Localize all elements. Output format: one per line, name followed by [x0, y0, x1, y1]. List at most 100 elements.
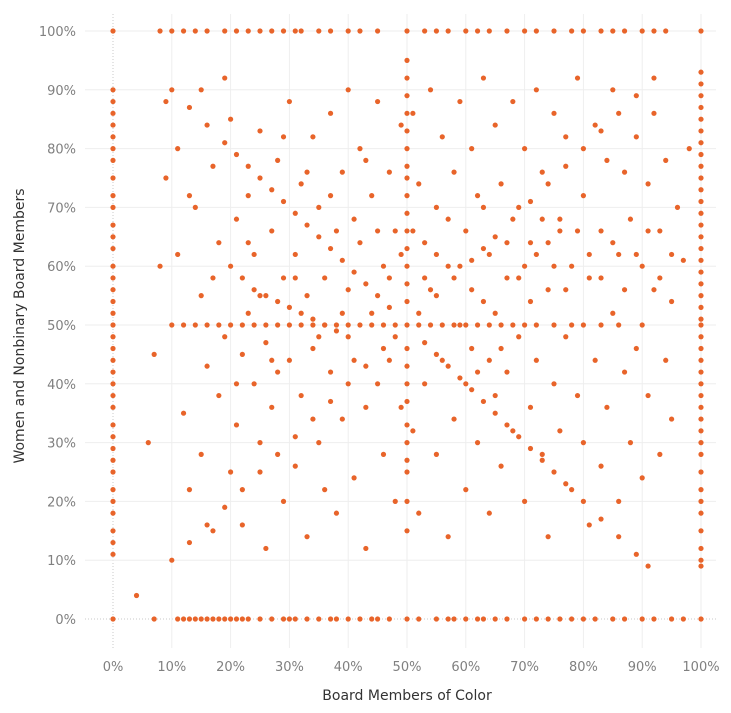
data-point — [469, 287, 475, 293]
data-point — [269, 616, 275, 622]
data-point — [404, 498, 410, 504]
data-point — [480, 245, 487, 252]
data-point — [233, 422, 240, 428]
data-point — [698, 293, 704, 299]
data-point — [433, 451, 439, 457]
data-point — [245, 163, 251, 169]
data-point — [698, 528, 704, 534]
data-point — [498, 181, 504, 187]
data-point — [621, 28, 628, 34]
data-point — [110, 146, 116, 152]
data-point — [233, 151, 240, 158]
data-point — [280, 198, 287, 205]
data-point — [698, 245, 704, 252]
data-point — [275, 451, 281, 457]
data-point — [510, 322, 516, 328]
data-point — [404, 193, 410, 199]
data-point — [222, 616, 228, 622]
data-point — [210, 616, 216, 622]
data-point — [445, 534, 451, 540]
data-point — [386, 169, 392, 175]
data-point — [110, 298, 116, 305]
data-point — [498, 322, 504, 328]
data-point — [245, 616, 251, 622]
data-point — [486, 322, 492, 328]
data-point — [616, 110, 622, 116]
data-point — [480, 616, 487, 622]
data-point — [375, 616, 381, 622]
data-point — [304, 222, 310, 228]
data-point — [245, 28, 251, 34]
data-point — [404, 363, 410, 369]
data-point — [698, 163, 704, 169]
data-point — [522, 616, 528, 622]
data-point — [457, 375, 463, 381]
x-tick-label: 30% — [275, 660, 304, 675]
data-point — [363, 363, 369, 369]
data-point — [333, 228, 340, 234]
x-tick-label: 60% — [451, 660, 480, 675]
data-point — [228, 616, 234, 622]
data-point — [110, 434, 116, 440]
data-point — [327, 193, 334, 199]
data-point — [445, 216, 451, 222]
data-point — [357, 28, 363, 34]
data-point — [157, 263, 163, 269]
data-point — [280, 498, 287, 504]
data-point — [422, 28, 428, 34]
data-point — [663, 357, 669, 363]
data-point — [145, 440, 151, 446]
data-point — [275, 369, 281, 375]
data-point — [698, 81, 704, 87]
data-point — [386, 275, 392, 281]
data-point — [204, 322, 210, 328]
data-point — [522, 28, 528, 34]
data-point — [327, 245, 334, 252]
data-point — [510, 428, 516, 434]
data-point — [404, 163, 410, 169]
data-point — [522, 146, 528, 152]
data-point — [110, 357, 116, 363]
data-point — [169, 87, 175, 93]
data-point — [586, 522, 592, 528]
data-point — [222, 140, 228, 146]
data-point — [298, 28, 304, 34]
data-point — [110, 110, 116, 116]
data-point — [451, 169, 457, 175]
data-point — [610, 28, 616, 34]
y-tick-label: 60% — [47, 260, 76, 275]
data-point — [610, 87, 616, 93]
data-point — [404, 440, 410, 446]
data-point — [651, 287, 657, 293]
data-point — [180, 322, 187, 328]
data-point — [110, 310, 116, 316]
data-point — [610, 310, 616, 316]
data-point — [698, 563, 704, 569]
data-point — [375, 228, 381, 234]
x-tick-label: 10% — [157, 660, 186, 675]
data-point — [404, 175, 410, 181]
data-point — [492, 122, 498, 128]
data-point — [545, 181, 551, 187]
data-point — [416, 310, 422, 316]
data-point — [327, 369, 334, 375]
data-point — [698, 93, 704, 99]
data-point — [110, 404, 116, 410]
data-point — [357, 616, 363, 622]
data-point — [316, 204, 322, 210]
data-point — [110, 510, 116, 516]
data-point — [545, 534, 551, 540]
data-point — [616, 322, 622, 328]
data-point — [427, 322, 434, 328]
data-point — [486, 510, 492, 516]
data-point — [639, 322, 645, 328]
data-point — [110, 263, 116, 269]
data-point — [404, 469, 410, 475]
data-point — [310, 134, 316, 140]
data-point — [663, 157, 669, 163]
data-point — [451, 275, 457, 281]
data-point — [663, 28, 669, 34]
data-point — [351, 475, 357, 481]
data-point — [180, 28, 187, 34]
data-point — [639, 616, 645, 622]
